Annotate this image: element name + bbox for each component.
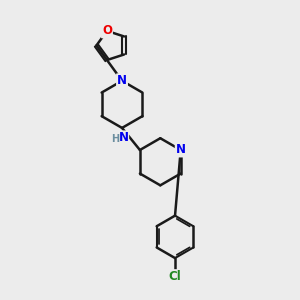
Text: O: O — [102, 24, 112, 38]
Text: N: N — [176, 143, 186, 157]
Text: Cl: Cl — [169, 270, 182, 283]
Text: N: N — [117, 74, 127, 87]
Text: N: N — [118, 131, 129, 144]
Text: H: H — [111, 134, 119, 144]
